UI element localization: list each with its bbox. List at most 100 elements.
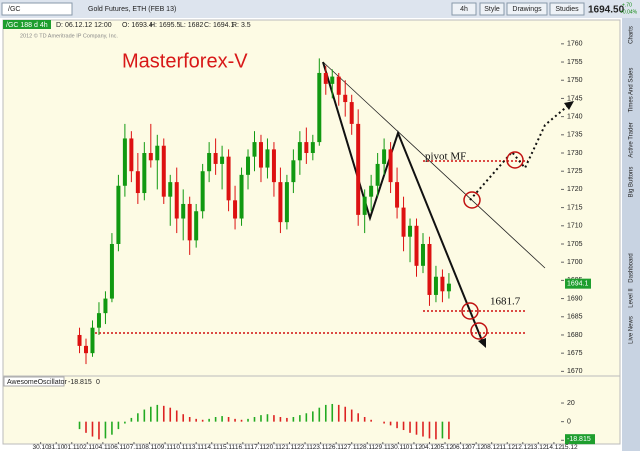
side-tab[interactable]: Big Buttons — [629, 167, 635, 198]
x-tick-label: 11.12 — [499, 444, 515, 451]
candle-body — [168, 182, 173, 197]
candle-body — [220, 156, 225, 164]
info: O: 1693.4 — [122, 22, 153, 29]
side-tab[interactable]: Times And Sales — [629, 68, 635, 113]
symbol: /GC — [8, 6, 20, 13]
oscillator-bar — [422, 421, 424, 437]
oscillator-bar — [124, 421, 126, 424]
info: D: 06.12.12 12:00 — [56, 22, 112, 29]
x-tick-label: 10.11 — [173, 444, 189, 451]
candle-body — [271, 149, 276, 183]
x-tick-label: 01.11 — [64, 444, 80, 451]
x-tick-label: 08.11 — [142, 444, 158, 451]
plot-area — [2, 19, 621, 377]
x-tick-label: 27.11 — [344, 444, 360, 451]
x-tick-label: 26.11 — [328, 444, 344, 451]
annotation: Masterforex-V — [122, 50, 248, 72]
info: H: 1695.5 — [150, 22, 180, 29]
candle-body — [207, 153, 212, 172]
studies-button[interactable] — [549, 2, 585, 16]
y-tick-label: 1725 — [567, 168, 583, 175]
candle-body — [200, 171, 205, 212]
y-tick-label: 1675 — [567, 350, 583, 357]
drawings-button[interactable] — [506, 2, 548, 16]
x-tick-label: 07.12 — [468, 444, 485, 451]
candle-body — [388, 149, 393, 183]
oscillator-bar — [98, 421, 100, 440]
oscillator-bar — [162, 405, 165, 422]
x-tick-label: 16.11 — [235, 444, 251, 451]
symbol-box[interactable] — [1, 2, 73, 16]
candle-body — [109, 243, 114, 299]
oscillator-bar — [370, 419, 372, 422]
oscillator-bar — [130, 417, 133, 422]
readout: -18.815 — [68, 379, 92, 386]
oscillator-bar — [337, 404, 340, 422]
oscillator-bar — [396, 421, 398, 429]
oscillator-bar — [182, 414, 185, 422]
candle-body — [265, 149, 270, 168]
x-tick-label: 20.11 — [266, 444, 282, 451]
candle-body — [317, 72, 322, 143]
candle-body — [362, 196, 367, 215]
aggregation-button[interactable] — [451, 2, 477, 16]
info: R: 3.5 — [232, 22, 251, 29]
oscillator-bar — [227, 417, 230, 422]
oscillator-bar — [448, 421, 450, 440]
x-tick-label: 04.12 — [421, 444, 438, 451]
side-panel — [622, 18, 640, 451]
oscillator-bar — [344, 406, 347, 422]
y-tick-label: 1760 — [567, 41, 583, 48]
oscillator-bar — [143, 409, 146, 422]
header-box — [3, 20, 51, 29]
circle-mark — [470, 322, 488, 340]
arrow-head — [564, 101, 574, 110]
x-tick-label: 08.12 — [484, 444, 501, 451]
y-tick-label: 1745 — [567, 95, 583, 102]
oscillator-bar — [441, 421, 444, 439]
oscillator-bar — [331, 403, 334, 422]
candle-body — [330, 76, 335, 84]
candle-body — [129, 138, 134, 172]
x-tick-label: 02.11 — [79, 444, 95, 451]
x-tick-label: 12.12 — [515, 444, 532, 451]
candle-body — [155, 145, 160, 161]
oscillator-bar — [266, 414, 269, 422]
candle-body — [356, 123, 361, 215]
candle-body — [414, 225, 419, 266]
x-tick-label: 15.12 — [561, 444, 578, 451]
oscillator-bar — [150, 406, 152, 422]
candle-body — [408, 225, 413, 237]
side-tab[interactable]: Dashboard — [629, 253, 635, 282]
oscillator-bar — [389, 421, 392, 426]
side-tab[interactable]: Level II — [629, 288, 635, 308]
candle-body — [77, 334, 82, 346]
drawings — [95, 61, 574, 348]
candle-body — [323, 72, 328, 84]
x-tick-label: 13.11 — [188, 444, 204, 451]
side-tab[interactable]: Live News — [629, 316, 635, 344]
candle-body — [233, 200, 238, 219]
candle-body — [401, 207, 406, 237]
candle-body — [375, 163, 380, 186]
x-tick-label: 21.11 — [282, 444, 298, 451]
x-tick-label: 29.11 — [375, 444, 391, 451]
side-tab[interactable]: Active Trader — [629, 122, 635, 157]
circle-mark — [463, 191, 481, 209]
style-button[interactable] — [479, 2, 505, 16]
instrument: Gold Futures, ETH (FEB 13) — [88, 6, 176, 13]
candle-body — [116, 185, 121, 244]
side-tab[interactable]: Charts — [629, 26, 635, 44]
oscillator-bar — [201, 419, 204, 422]
oscillator-bar — [363, 417, 366, 422]
oscillator-bar — [435, 421, 437, 440]
x-tick-label: 22.11 — [297, 444, 313, 451]
y-tick-label: 20 — [567, 400, 575, 407]
x-tick-label: 07.11 — [126, 444, 142, 451]
y-tick-label: 1720 — [567, 186, 583, 193]
candle-body — [96, 313, 101, 328]
y-tick-label: 1740 — [567, 113, 583, 120]
last-price-box — [565, 278, 591, 289]
